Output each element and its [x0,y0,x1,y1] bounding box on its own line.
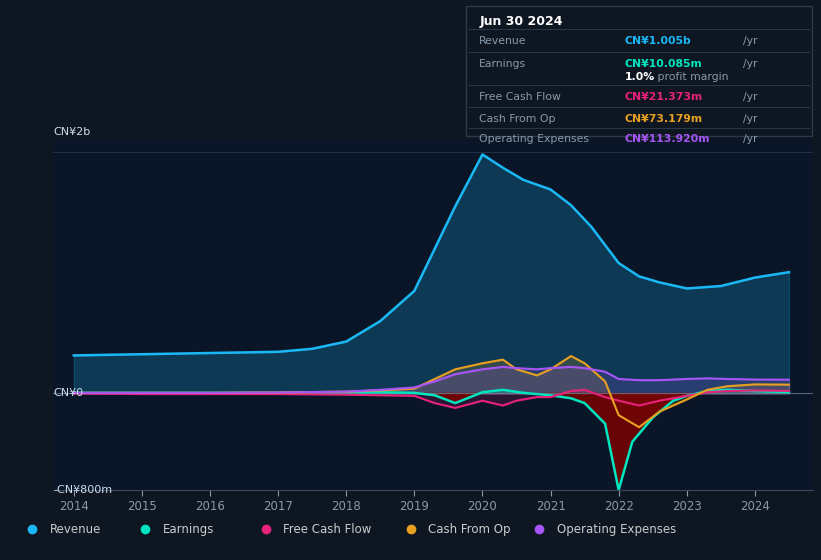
Text: Operating Expenses: Operating Expenses [479,134,589,144]
Text: CN¥73.179m: CN¥73.179m [625,114,703,124]
Text: 1.0%: 1.0% [625,72,655,82]
Text: /yr: /yr [743,114,757,124]
Text: CN¥1.005b: CN¥1.005b [625,36,691,46]
Text: CN¥0: CN¥0 [53,389,84,399]
Text: /yr: /yr [743,36,757,46]
Text: CN¥113.920m: CN¥113.920m [625,134,710,144]
Text: Cash From Op: Cash From Op [429,522,511,536]
Text: /yr: /yr [743,59,757,69]
Text: Cash From Op: Cash From Op [479,114,556,124]
Text: Revenue: Revenue [479,36,527,46]
Text: Jun 30 2024: Jun 30 2024 [479,15,563,27]
Text: Revenue: Revenue [50,522,102,536]
Text: CN¥2b: CN¥2b [53,127,90,137]
Text: CN¥10.085m: CN¥10.085m [625,59,703,69]
Text: CN¥21.373m: CN¥21.373m [625,91,703,101]
Text: Earnings: Earnings [479,59,526,69]
Text: -CN¥800m: -CN¥800m [53,485,112,495]
Text: profit margin: profit margin [654,72,729,82]
Text: Earnings: Earnings [163,522,214,536]
Text: /yr: /yr [743,91,757,101]
Text: /yr: /yr [743,134,757,144]
Text: Free Cash Flow: Free Cash Flow [479,91,562,101]
Text: Free Cash Flow: Free Cash Flow [283,522,372,536]
Text: Operating Expenses: Operating Expenses [557,522,677,536]
